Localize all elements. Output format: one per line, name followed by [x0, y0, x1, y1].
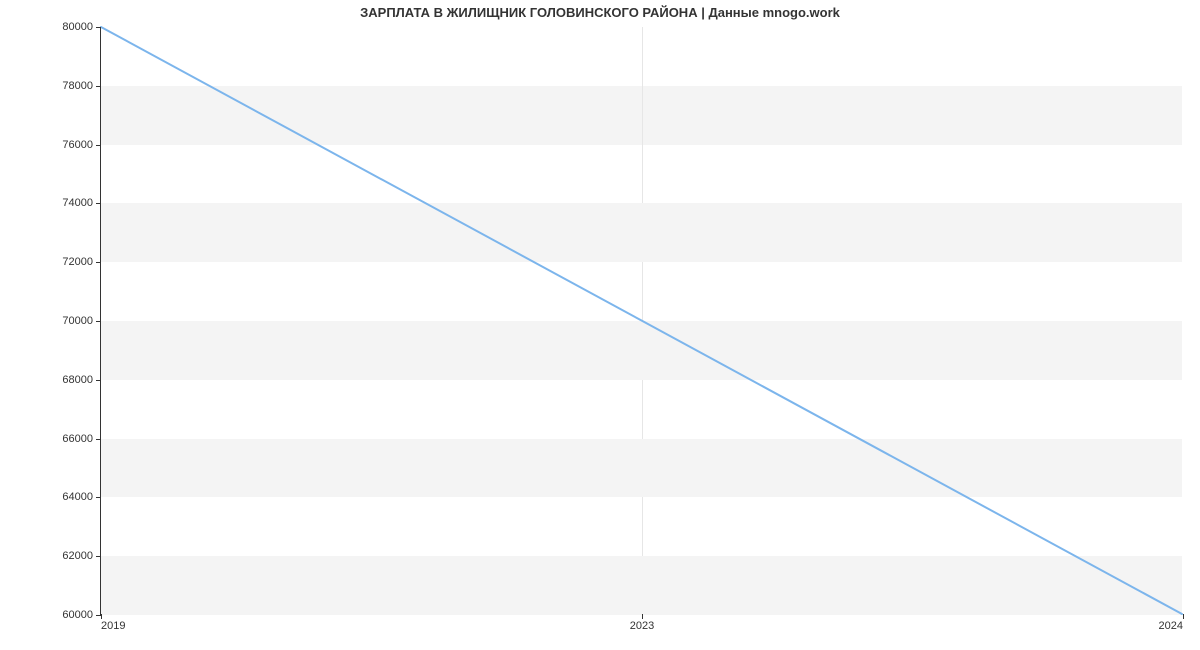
x-tick [1183, 614, 1184, 619]
y-tick [96, 86, 101, 87]
x-tick-label: 2023 [630, 620, 654, 632]
y-tick [96, 145, 101, 146]
y-tick-label: 74000 [62, 197, 93, 209]
y-tick-label: 70000 [62, 315, 93, 327]
y-tick-label: 60000 [62, 609, 93, 621]
line-layer [101, 27, 1182, 614]
y-tick-label: 78000 [62, 80, 93, 92]
y-tick [96, 439, 101, 440]
y-tick-label: 80000 [62, 21, 93, 33]
x-tick [101, 614, 102, 619]
y-tick [96, 321, 101, 322]
x-tick-label: 2024 [1159, 620, 1183, 632]
y-tick-label: 68000 [62, 374, 93, 386]
plot-area: 6000062000640006600068000700007200074000… [100, 27, 1182, 615]
y-tick-label: 76000 [62, 139, 93, 151]
y-tick [96, 556, 101, 557]
y-tick-label: 64000 [62, 491, 93, 503]
x-tick-label: 2019 [101, 620, 125, 632]
series-line [101, 27, 1182, 614]
chart-title: ЗАРПЛАТА В ЖИЛИЩНИК ГОЛОВИНСКОГО РАЙОНА … [0, 5, 1200, 20]
salary-chart: ЗАРПЛАТА В ЖИЛИЩНИК ГОЛОВИНСКОГО РАЙОНА … [0, 0, 1200, 650]
y-tick-label: 72000 [62, 256, 93, 268]
y-tick [96, 262, 101, 263]
x-tick [642, 614, 643, 619]
y-tick [96, 27, 101, 28]
y-tick [96, 203, 101, 204]
y-tick-label: 66000 [62, 433, 93, 445]
y-tick [96, 380, 101, 381]
y-tick [96, 497, 101, 498]
y-tick-label: 62000 [62, 550, 93, 562]
